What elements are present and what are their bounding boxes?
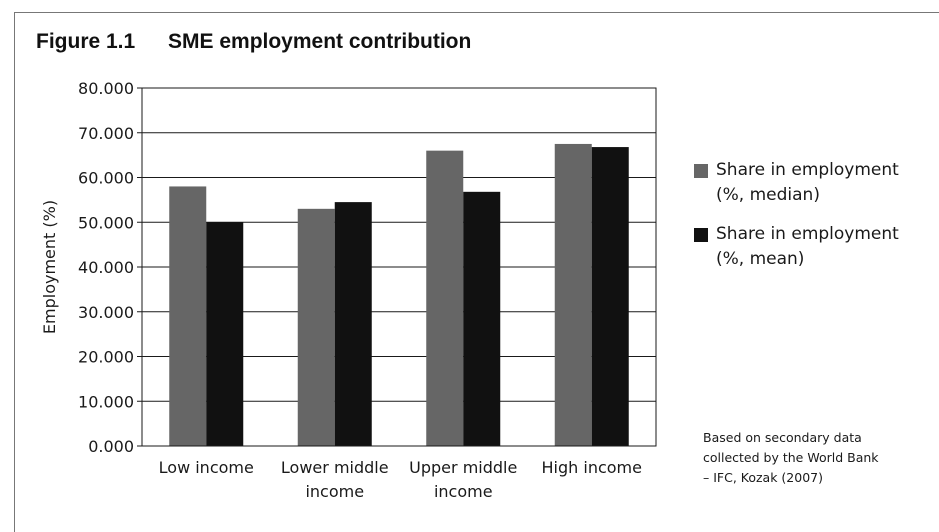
legend-label-median-line1: Share in employment [716,160,899,180]
figure-label: Figure 1.1 [36,30,136,53]
x-tick-label: Lower middle income [281,458,389,501]
source-note: Based on secondary data collected by the… [703,428,939,488]
y-tick-label: 10.000 [78,392,134,411]
legend-label-mean-line2: (%, mean) [716,249,805,269]
bar-median [169,186,207,446]
y-tick-label: 70.000 [78,124,134,143]
source-note-line: collected by the World Bank [703,450,879,465]
y-tick-label: 30.000 [78,303,134,322]
plot-area-border [141,87,657,447]
y-tick-label: 40.000 [78,258,134,277]
bar-median [554,143,592,446]
x-tick-label: Upper middle income [409,458,517,501]
legend-label-mean-line1: Share in employment [716,224,899,244]
bar-chart: 0.000 10.000 20.000 30.000 40.000 50.000 60.00… [40,79,657,501]
legend-item-mean: Share in employment (%, mean) [694,222,934,272]
bar-mean [591,147,629,446]
source-note-line: – IFC, Kozak (2007) [703,470,823,485]
bar-median [426,150,464,446]
x-tick-label: High income [542,458,642,477]
figure-frame [14,12,939,532]
bar-mean [334,202,372,446]
y-tick-label: 80.000 [78,79,134,98]
bar-mean [463,191,501,446]
x-tick-labels: Low income Lower middle income Upper middle… [159,458,642,501]
x-tick-label: Low income [159,458,254,477]
y-tick-label: 20.000 [78,348,134,367]
y-tick-label: 50.000 [78,213,134,232]
legend-item-median: Share in employment (%, median) [694,158,934,208]
y-tick-label: 60.000 [78,169,134,188]
bar-mean [206,222,244,446]
chart-title: SME employment contribution [168,30,472,53]
source-note-line: Based on secondary data [703,430,862,445]
legend-label-median-line2: (%, median) [716,185,820,205]
y-tick-label: 0.000 [88,437,134,456]
bars [169,143,629,446]
y-tick-labels: 0.000 10.000 20.000 30.000 40.000 50.000 60.00… [78,79,134,456]
y-axis-label: Employment (%) [40,200,59,334]
legend-swatch-mean [694,228,708,242]
bar-median [297,208,335,446]
legend-swatch-median [694,164,708,178]
legend: Share in employment (%, median) Share in… [694,158,934,286]
